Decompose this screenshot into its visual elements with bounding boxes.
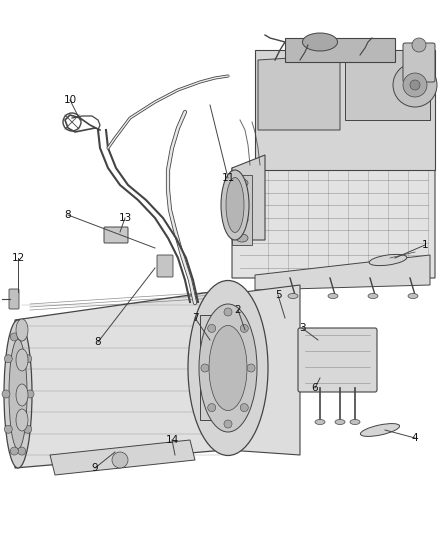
Text: 9: 9	[92, 463, 98, 473]
Circle shape	[18, 333, 26, 341]
Ellipse shape	[288, 294, 298, 298]
Circle shape	[224, 420, 232, 428]
Circle shape	[10, 333, 18, 341]
Circle shape	[208, 325, 215, 333]
Ellipse shape	[4, 320, 32, 468]
FancyBboxPatch shape	[104, 227, 128, 243]
Circle shape	[247, 364, 255, 372]
Ellipse shape	[16, 384, 28, 406]
Polygon shape	[200, 315, 232, 420]
Ellipse shape	[369, 254, 407, 265]
Ellipse shape	[328, 294, 338, 298]
Text: 14: 14	[166, 435, 179, 445]
Ellipse shape	[303, 33, 338, 51]
Ellipse shape	[16, 409, 28, 431]
Text: 3: 3	[299, 323, 305, 333]
Ellipse shape	[368, 294, 378, 298]
Ellipse shape	[236, 197, 248, 205]
Ellipse shape	[188, 280, 268, 456]
Ellipse shape	[236, 179, 248, 187]
Circle shape	[4, 425, 12, 433]
Polygon shape	[232, 175, 252, 245]
Circle shape	[201, 364, 209, 372]
Ellipse shape	[199, 304, 257, 432]
Polygon shape	[228, 285, 300, 455]
Circle shape	[208, 403, 215, 411]
Ellipse shape	[16, 349, 28, 371]
Text: 7: 7	[192, 313, 198, 323]
Text: 13: 13	[118, 213, 132, 223]
Circle shape	[393, 63, 437, 107]
Circle shape	[410, 80, 420, 90]
Circle shape	[18, 447, 26, 455]
Text: 6: 6	[312, 383, 318, 393]
Circle shape	[412, 38, 426, 52]
Text: 2: 2	[235, 305, 241, 315]
Polygon shape	[345, 50, 430, 120]
Ellipse shape	[360, 424, 399, 437]
Ellipse shape	[236, 234, 248, 242]
Text: 8: 8	[65, 210, 71, 220]
FancyBboxPatch shape	[9, 289, 19, 309]
Circle shape	[240, 325, 248, 333]
FancyBboxPatch shape	[298, 328, 377, 392]
Ellipse shape	[9, 339, 27, 449]
Polygon shape	[255, 255, 430, 290]
Ellipse shape	[226, 177, 244, 232]
Circle shape	[26, 390, 34, 398]
Text: 12: 12	[11, 253, 25, 263]
Circle shape	[2, 390, 10, 398]
Polygon shape	[15, 290, 225, 468]
Ellipse shape	[209, 326, 247, 410]
Ellipse shape	[350, 419, 360, 424]
Polygon shape	[255, 50, 435, 170]
Circle shape	[224, 308, 232, 316]
Ellipse shape	[315, 419, 325, 424]
Ellipse shape	[16, 319, 28, 341]
Text: 11: 11	[221, 173, 235, 183]
Text: 5: 5	[275, 290, 281, 300]
FancyBboxPatch shape	[403, 43, 435, 82]
Polygon shape	[232, 148, 435, 278]
Ellipse shape	[236, 216, 248, 224]
Text: 10: 10	[64, 95, 77, 105]
Circle shape	[403, 73, 427, 97]
Circle shape	[112, 452, 128, 468]
Text: 1: 1	[422, 240, 428, 250]
Circle shape	[24, 425, 32, 433]
Polygon shape	[50, 440, 195, 475]
Circle shape	[24, 355, 32, 363]
Circle shape	[4, 355, 12, 363]
Polygon shape	[258, 55, 340, 130]
Ellipse shape	[408, 294, 418, 298]
Text: 4: 4	[412, 433, 418, 443]
Polygon shape	[232, 155, 265, 240]
Circle shape	[10, 447, 18, 455]
FancyBboxPatch shape	[157, 255, 173, 277]
Circle shape	[240, 403, 248, 411]
Polygon shape	[285, 38, 395, 62]
Text: 8: 8	[95, 337, 101, 347]
Ellipse shape	[221, 170, 249, 240]
Ellipse shape	[335, 419, 345, 424]
